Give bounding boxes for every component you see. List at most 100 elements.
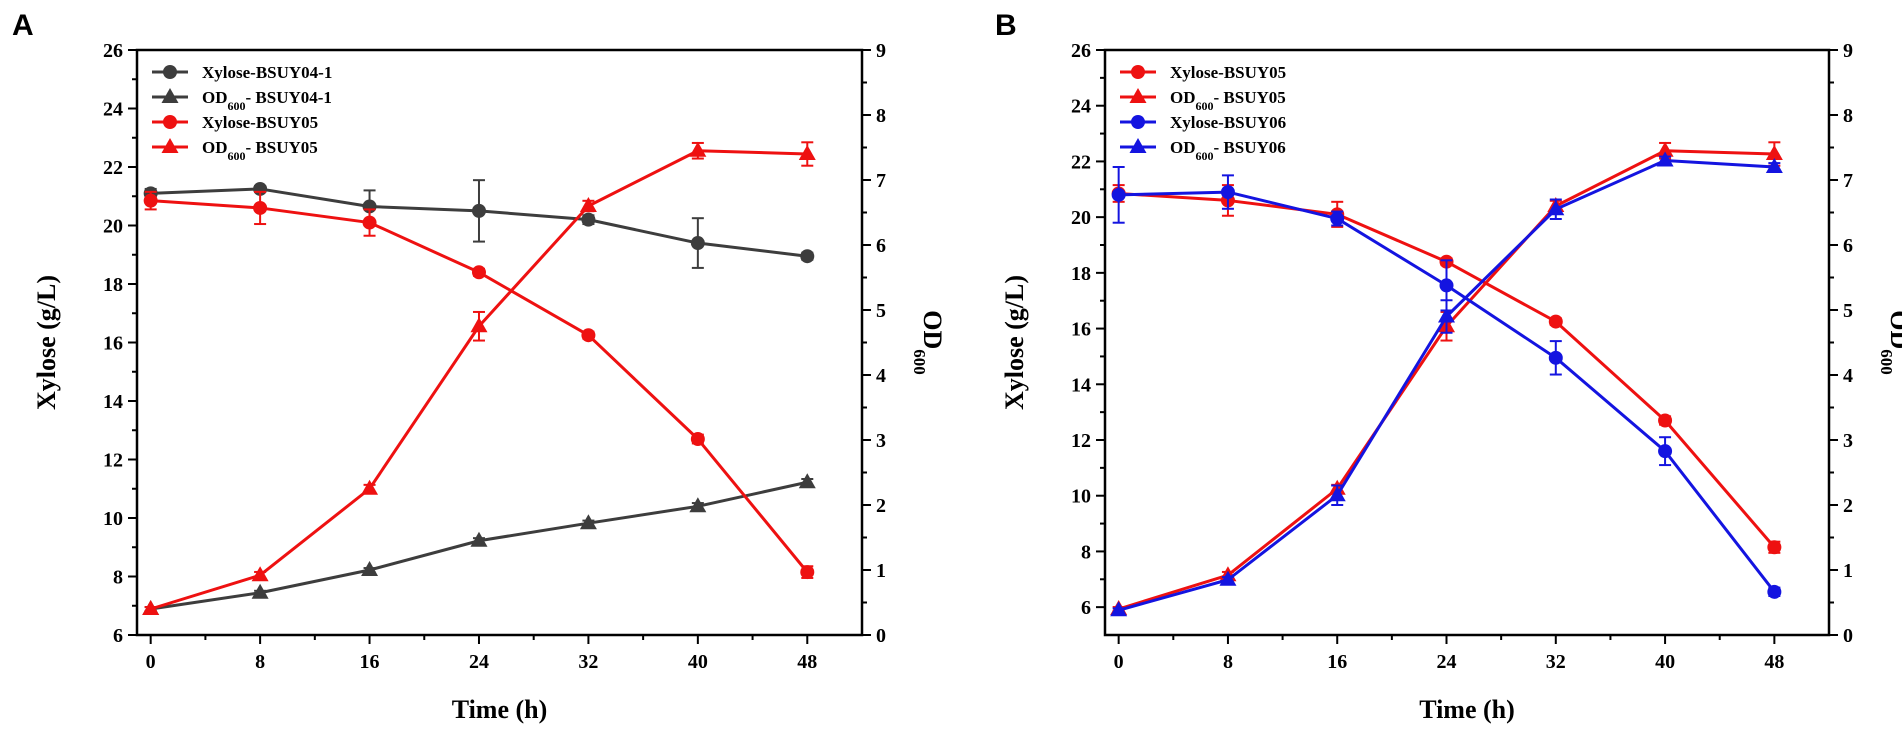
- legend: Xylose-BSUY04-1 OD600- BSUY04-1Xylose-BSU…: [152, 63, 332, 163]
- y2-tick-label: 5: [1843, 300, 1853, 322]
- legend-marker: [1129, 138, 1147, 153]
- x-tick-label: 0: [1114, 651, 1124, 673]
- y2-tick-label: 8: [876, 105, 886, 127]
- y2-tick-label: 9: [876, 40, 886, 62]
- series-od600-1: [1110, 141, 1783, 615]
- legend-label-main: Xylose-BSUY05: [202, 113, 318, 132]
- data-point: [143, 193, 158, 208]
- y2-axis-title: OD600: [1878, 310, 1902, 375]
- series-line: [1118, 191, 1776, 549]
- legend-label: OD600- BSUY06: [1170, 138, 1286, 163]
- data-point: [470, 531, 488, 547]
- data-point: [579, 197, 597, 212]
- legend-label-sub: 600: [228, 99, 246, 113]
- y-tick-label: 12: [1071, 430, 1091, 452]
- x-tick-label: 48: [797, 651, 817, 673]
- y2-axis-title: OD600: [911, 310, 948, 375]
- x-tick-label: 32: [578, 651, 598, 673]
- data-point: [1111, 187, 1126, 202]
- x-tick-label: 48: [1764, 651, 1784, 673]
- y2-tick-label: 2: [876, 495, 886, 517]
- y-tick-label: 24: [1071, 96, 1091, 118]
- legend-marker: [1131, 115, 1145, 129]
- y-axis-title: Xylose (g/L): [32, 275, 61, 410]
- series-xylose-2: [1111, 166, 1782, 599]
- y-tick-label: 20: [1071, 207, 1091, 229]
- y-tick-label: 8: [113, 567, 123, 589]
- data-point: [1439, 278, 1454, 293]
- panel-label: A: [12, 9, 34, 42]
- data-point: [800, 249, 815, 264]
- data-point: [1438, 307, 1456, 323]
- y-axis-title: Xylose (g/L): [1000, 275, 1029, 410]
- legend-label: Xylose-BSUY04-1: [202, 63, 332, 82]
- y2-tick-label: 1: [1843, 560, 1853, 582]
- y2-axis-title-sub: 600: [911, 349, 930, 375]
- x-tick-label: 24: [1437, 651, 1457, 673]
- legend-label-main: OD: [202, 138, 228, 157]
- data-point: [798, 473, 816, 489]
- y2-tick-label: 0: [876, 625, 886, 647]
- y2-axis-title-main: OD: [1885, 310, 1902, 349]
- legend-label-main: OD: [1170, 138, 1196, 157]
- y2-tick-label: 3: [1843, 430, 1853, 452]
- data-point: [1656, 151, 1674, 167]
- data-point: [690, 236, 705, 251]
- series-od600-3: [1110, 151, 1783, 617]
- data-point: [800, 565, 815, 580]
- y2-tick-label: 2: [1843, 495, 1853, 517]
- data-point: [1656, 141, 1674, 157]
- x-axis-title: Time (h): [452, 695, 548, 724]
- y2-tick-label: 8: [1843, 105, 1853, 127]
- data-point: [1110, 601, 1128, 617]
- y-tick-label: 24: [103, 99, 123, 121]
- data-point: [361, 479, 379, 495]
- legend-label-tail: - BSUY06: [1214, 138, 1286, 157]
- data-point: [689, 141, 707, 157]
- x-tick-label: 40: [688, 651, 708, 673]
- y-tick-label: 26: [103, 40, 123, 62]
- data-point: [1658, 444, 1673, 459]
- y-tick-label: 18: [1071, 263, 1091, 285]
- y2-tick-label: 0: [1843, 625, 1853, 647]
- legend-marker: [161, 88, 179, 103]
- y2-tick-label: 4: [876, 365, 886, 387]
- legend-label: Xylose-BSUY05: [1170, 63, 1286, 82]
- data-point: [798, 145, 816, 160]
- series-od600-1: [142, 473, 816, 615]
- data-point: [361, 561, 379, 576]
- data-point: [1765, 158, 1783, 173]
- y-tick-label: 22: [103, 157, 123, 179]
- data-point: [471, 203, 486, 218]
- legend-label: OD600- BSUY04-1: [202, 88, 332, 113]
- legend-label-tail: - BSUY05: [1214, 88, 1286, 107]
- y2-tick-label: 4: [1843, 365, 1853, 387]
- x-tick-label: 24: [469, 651, 489, 673]
- legend-label-sub: 600: [228, 149, 246, 163]
- y2-tick-label: 6: [1843, 235, 1853, 257]
- legend-label-sub: 600: [1196, 99, 1214, 113]
- panel-label: B: [995, 9, 1017, 42]
- data-point: [1219, 570, 1237, 586]
- data-point: [251, 566, 269, 582]
- x-tick-label: 16: [360, 651, 380, 673]
- legend-marker: [163, 65, 177, 79]
- series-line: [1118, 159, 1775, 612]
- data-point: [1547, 200, 1565, 216]
- data-point: [1330, 211, 1345, 226]
- x-tick-label: 32: [1546, 651, 1566, 673]
- data-point: [1220, 185, 1235, 200]
- data-point: [581, 328, 596, 343]
- y2-tick-label: 6: [876, 235, 886, 257]
- legend-marker: [1129, 88, 1147, 103]
- series-xylose-0: [143, 179, 815, 269]
- x-tick-label: 40: [1655, 651, 1675, 673]
- y2-tick-label: 7: [876, 170, 886, 192]
- x-axis-title: Time (h): [1419, 695, 1515, 724]
- y-tick-label: 22: [1071, 151, 1091, 173]
- legend-label-tail: - BSUY05: [246, 138, 318, 157]
- series-line: [1118, 149, 1775, 611]
- y-tick-label: 18: [103, 274, 123, 296]
- series-xylose-0: [1111, 184, 1782, 555]
